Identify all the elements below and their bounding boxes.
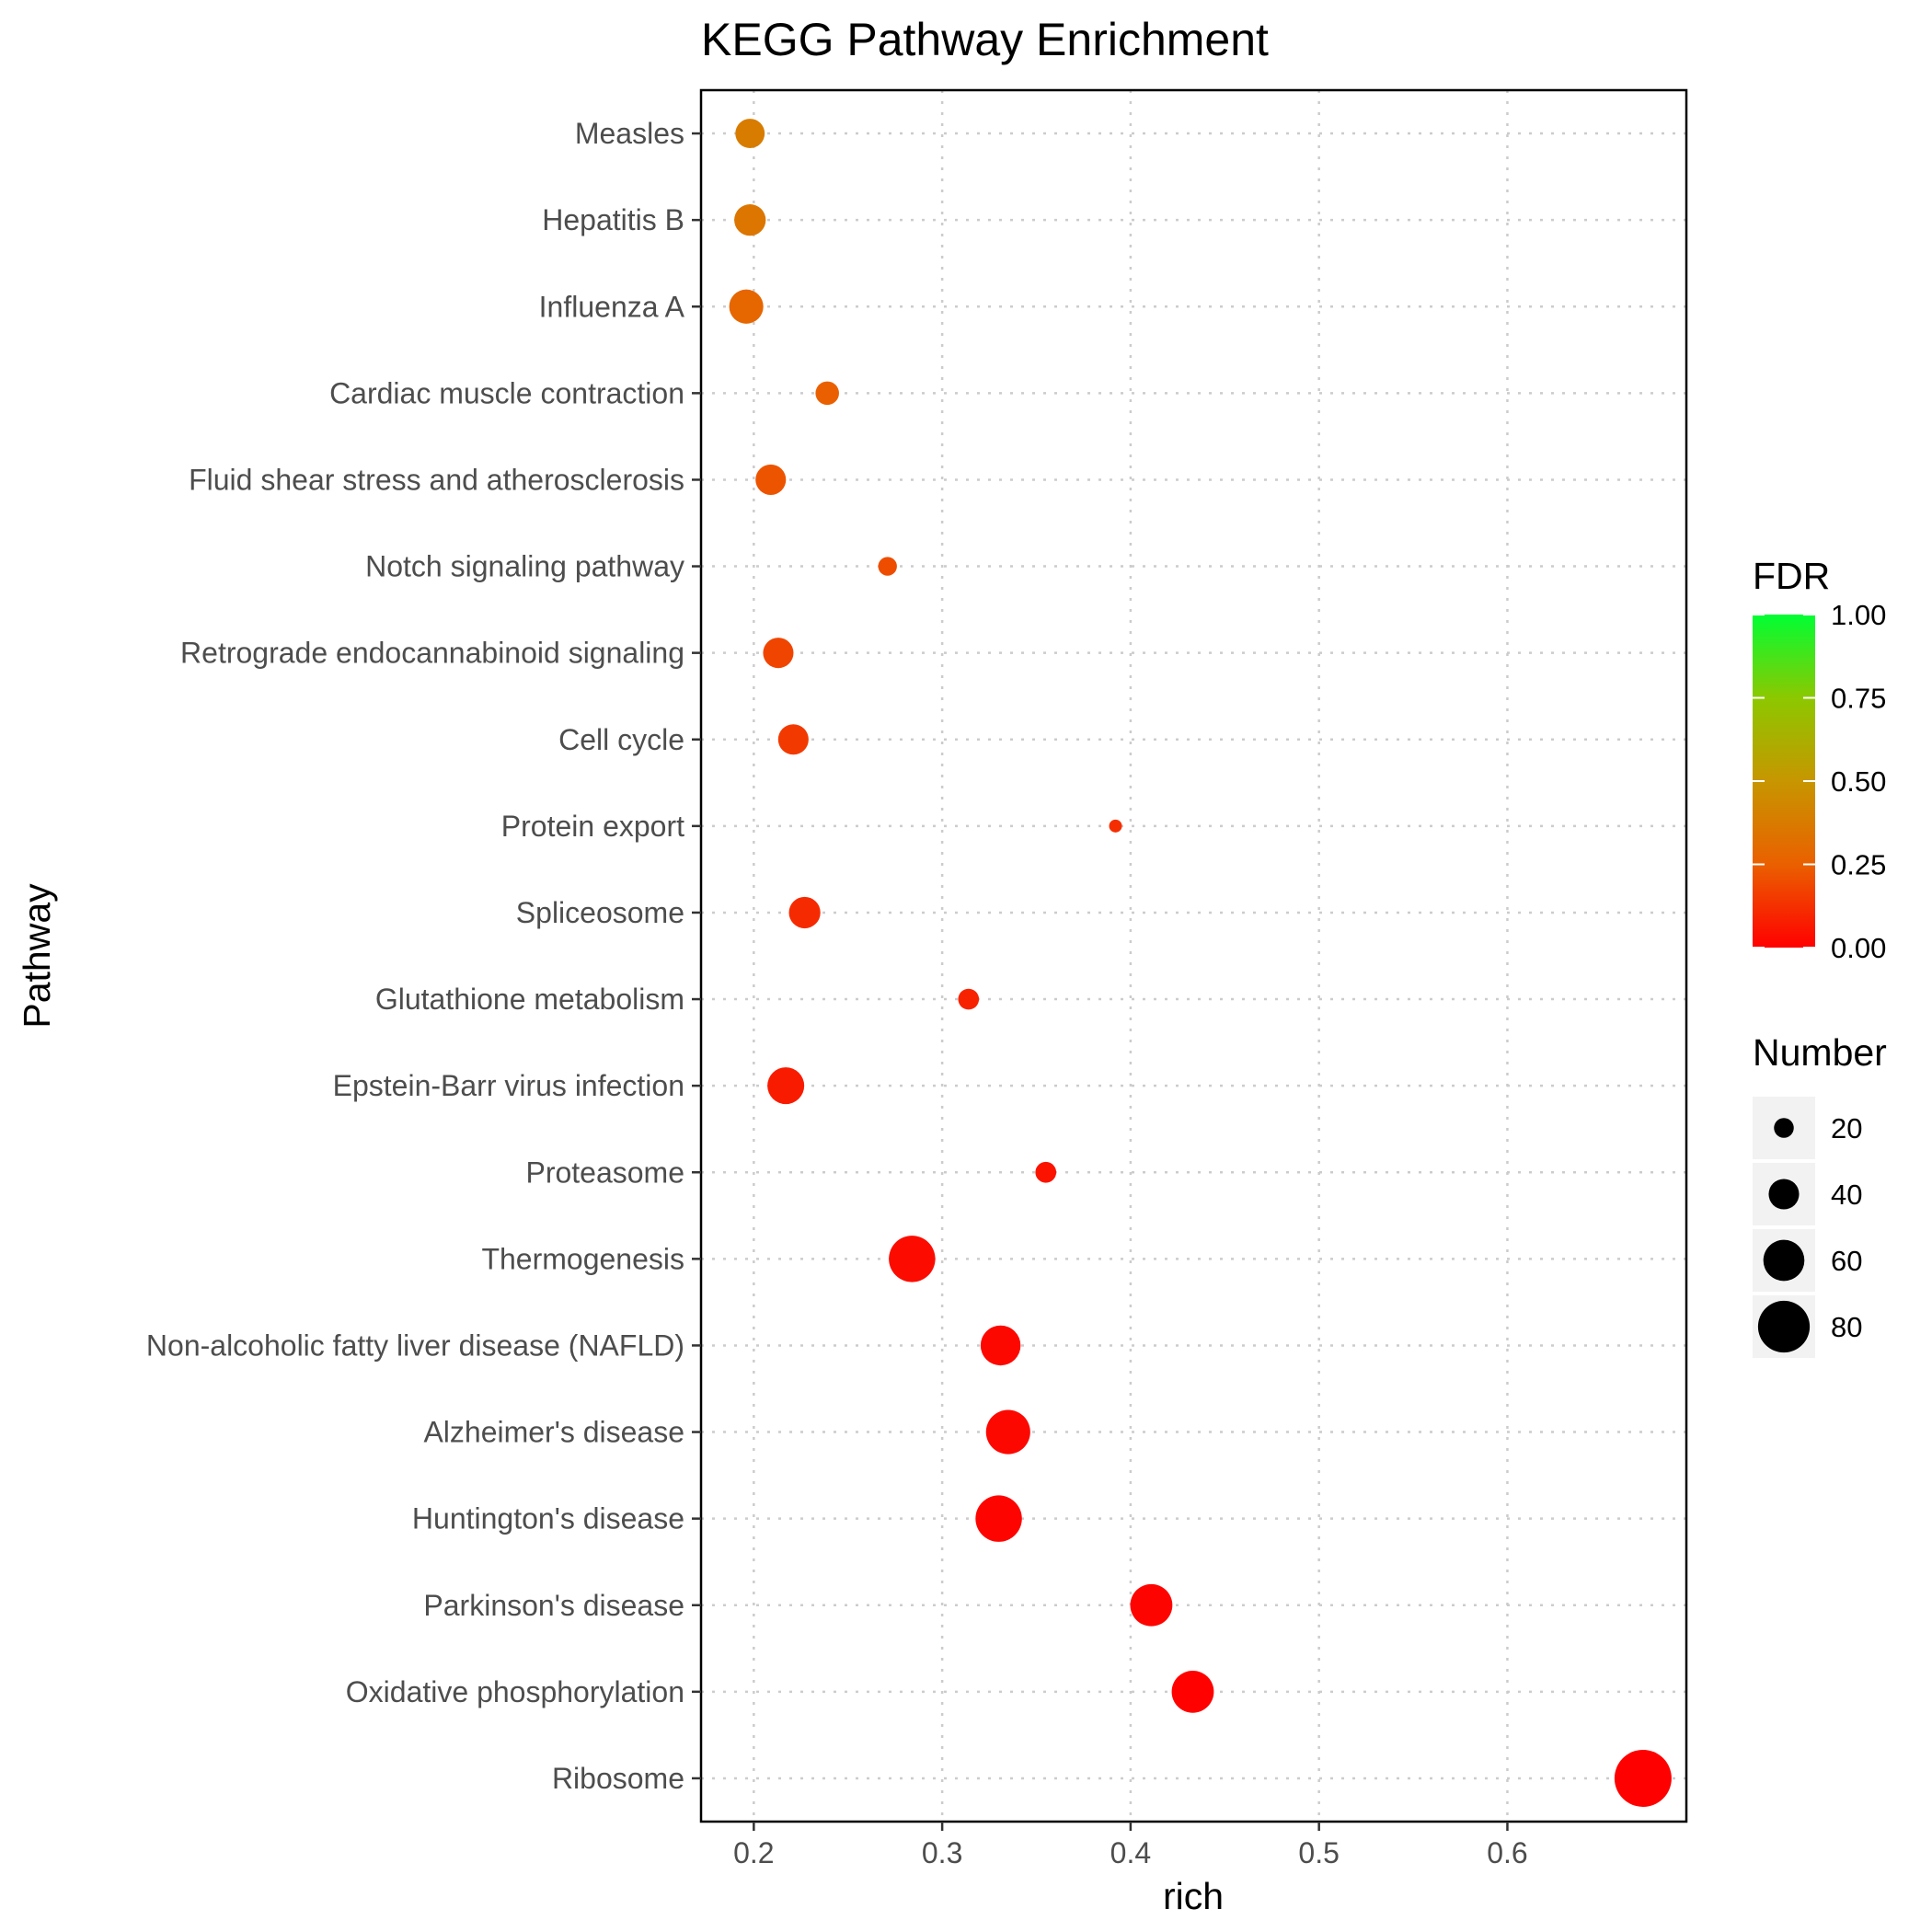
number-legend-label: 60 (1831, 1245, 1862, 1277)
y-tick-label: Oxidative phosphorylation (346, 1675, 684, 1708)
fdr-legend-title: FDR (1753, 555, 1830, 597)
number-legend-label: 20 (1831, 1112, 1862, 1144)
data-point (958, 988, 980, 1010)
y-tick-label: Cell cycle (558, 723, 684, 756)
grid-lines (701, 90, 1686, 1822)
y-tick-label: Fluid shear stress and atherosclerosis (189, 463, 684, 496)
data-point (1109, 819, 1122, 833)
data-point (980, 1325, 1021, 1366)
plot-panel-border (699, 88, 1688, 1823)
data-point (729, 289, 764, 324)
y-tick-label: Thermogenesis (481, 1242, 684, 1275)
y-tick-label: Spliceosome (516, 896, 684, 929)
x-tick-label: 0.2 (733, 1836, 774, 1869)
data-point (735, 119, 765, 149)
y-tick-label: Measles (575, 117, 684, 150)
fdr-legend-label: 0.25 (1831, 849, 1886, 881)
number-legend-dot (1757, 1300, 1811, 1353)
data-point (1171, 1670, 1214, 1713)
y-tick-label: Huntington's disease (412, 1502, 684, 1535)
y-axis: Measles Hepatitis B Influenza A Cardiac mus… (146, 117, 701, 1795)
y-tick-label: Parkinson's disease (423, 1589, 684, 1622)
number-legend-dot (1774, 1118, 1794, 1138)
fdr-legend-label: 1.00 (1831, 599, 1886, 631)
y-tick-label: Protein export (501, 810, 684, 843)
y-tick-label: Retrograde endocannabinoid signaling (180, 637, 684, 670)
y-tick-label: Cardiac muscle contraction (329, 376, 684, 409)
number-legend-dot (1763, 1239, 1805, 1282)
fdr-legend-label: 0.00 (1831, 932, 1886, 964)
y-tick-label: Epstein-Barr virus infection (333, 1069, 684, 1102)
number-legend-title: Number (1753, 1031, 1887, 1074)
data-point (1130, 1583, 1173, 1627)
x-tick-label: 0.5 (1298, 1836, 1339, 1869)
x-tick-label: 0.6 (1487, 1836, 1527, 1869)
x-axis-title: rich (1163, 1875, 1224, 1917)
data-point (975, 1495, 1022, 1542)
data-point (755, 464, 787, 495)
data-point (878, 557, 897, 576)
chart-title: KEGG Pathway Enrichment (701, 14, 1269, 65)
fdr-legend: FDR 1.00 0.75 0.50 0.25 0.00 (1753, 555, 1886, 964)
data-point (1614, 1749, 1672, 1807)
data-point (985, 1409, 1030, 1455)
fdr-legend-label: 0.50 (1831, 765, 1886, 798)
number-legend: Number 20 40 60 80 (1753, 1031, 1887, 1358)
data-point (767, 1067, 805, 1105)
data-point (815, 381, 839, 406)
x-tick-label: 0.4 (1110, 1836, 1151, 1869)
data-point (889, 1236, 936, 1282)
number-legend-label: 40 (1831, 1179, 1862, 1211)
data-point (1035, 1161, 1057, 1183)
y-tick-label: Alzheimer's disease (423, 1416, 684, 1449)
data-point (734, 204, 766, 236)
x-axis: 0.2 0.3 0.4 0.5 0.6 (733, 1822, 1528, 1869)
x-tick-label: 0.3 (922, 1836, 962, 1869)
data-point (763, 638, 794, 669)
y-tick-label: Notch signaling pathway (365, 550, 684, 583)
y-tick-label: Non-alcoholic fatty liver disease (NAFLD… (146, 1328, 684, 1362)
y-tick-label: Ribosome (552, 1762, 684, 1795)
data-point (788, 896, 821, 929)
fdr-legend-label: 0.75 (1831, 683, 1886, 715)
y-tick-label: Hepatitis B (542, 203, 684, 236)
data-points (729, 119, 1672, 1807)
y-axis-title: Pathway (16, 883, 58, 1029)
data-point (777, 724, 809, 755)
y-tick-label: Proteasome (525, 1156, 684, 1189)
number-legend-label: 80 (1831, 1311, 1862, 1343)
y-tick-label: Influenza A (539, 290, 685, 323)
y-tick-label: Glutathione metabolism (375, 983, 684, 1016)
number-legend-dot (1768, 1179, 1800, 1210)
